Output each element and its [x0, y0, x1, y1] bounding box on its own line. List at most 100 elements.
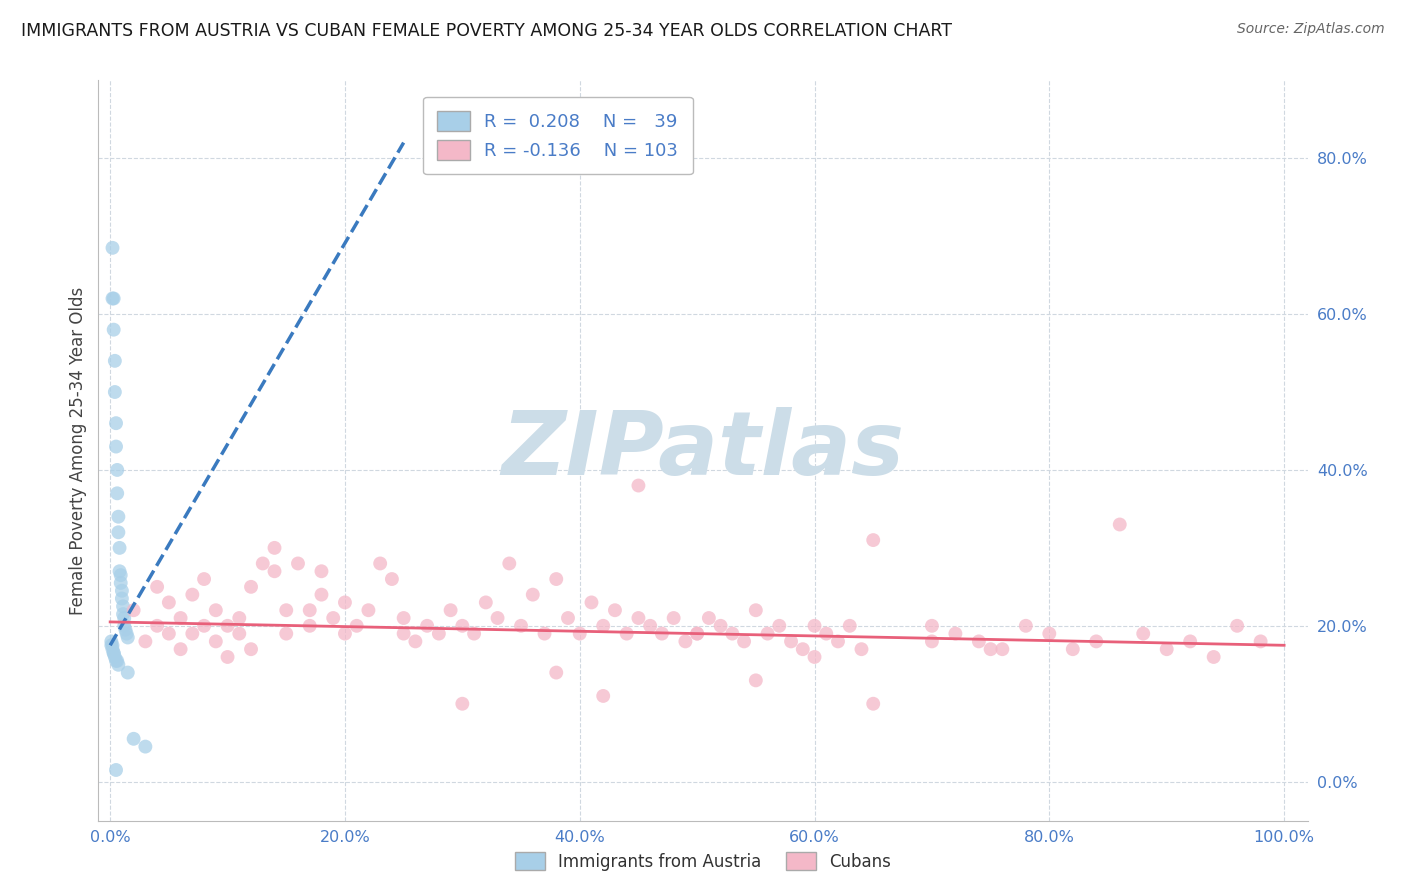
- Point: [104, 650, 127, 665]
- Point: [276, 603, 298, 617]
- Point: [475, 595, 498, 609]
- Point: [157, 626, 180, 640]
- Point: [346, 619, 368, 633]
- Point: [110, 576, 132, 591]
- Point: [105, 763, 128, 777]
- Point: [815, 626, 838, 640]
- Point: [357, 603, 380, 617]
- Point: [104, 384, 127, 399]
- Point: [287, 557, 309, 571]
- Point: [101, 292, 124, 306]
- Point: [592, 619, 614, 633]
- Point: [463, 626, 485, 640]
- Point: [204, 634, 226, 648]
- Point: [322, 611, 344, 625]
- Point: [368, 557, 391, 571]
- Point: [333, 626, 356, 640]
- Point: [146, 580, 169, 594]
- Point: [557, 611, 579, 625]
- Point: [100, 638, 122, 652]
- Point: [1226, 619, 1249, 633]
- Point: [451, 619, 474, 633]
- Point: [392, 626, 415, 640]
- Point: [733, 634, 755, 648]
- Point: [416, 619, 439, 633]
- Point: [115, 626, 138, 640]
- Point: [103, 646, 125, 660]
- Point: [967, 634, 990, 648]
- Point: [921, 634, 943, 648]
- Point: [592, 689, 614, 703]
- Point: [498, 557, 520, 571]
- Point: [991, 642, 1014, 657]
- Point: [240, 580, 263, 594]
- Point: [122, 603, 145, 617]
- Point: [1202, 650, 1225, 665]
- Point: [105, 654, 128, 668]
- Point: [838, 619, 860, 633]
- Point: [333, 595, 356, 609]
- Point: [108, 564, 131, 578]
- Point: [803, 619, 825, 633]
- Point: [101, 638, 124, 652]
- Point: [745, 673, 768, 688]
- Point: [546, 572, 568, 586]
- Point: [108, 541, 131, 555]
- Point: [792, 642, 814, 657]
- Point: [862, 533, 884, 547]
- Point: [105, 654, 128, 668]
- Point: [1132, 626, 1154, 640]
- Point: [921, 619, 943, 633]
- Text: ZIPatlas: ZIPatlas: [502, 407, 904, 494]
- Point: [627, 611, 650, 625]
- Point: [252, 557, 274, 571]
- Point: [117, 665, 139, 680]
- Point: [169, 611, 191, 625]
- Point: [392, 611, 415, 625]
- Point: [107, 525, 129, 540]
- Point: [404, 634, 426, 648]
- Point: [228, 626, 250, 640]
- Point: [673, 634, 696, 648]
- Point: [686, 626, 709, 640]
- Point: [217, 619, 239, 633]
- Point: [117, 631, 139, 645]
- Point: [546, 665, 568, 680]
- Point: [638, 619, 661, 633]
- Point: [112, 599, 135, 614]
- Point: [105, 440, 128, 454]
- Point: [103, 323, 125, 337]
- Point: [193, 619, 215, 633]
- Point: [980, 642, 1002, 657]
- Point: [101, 241, 124, 255]
- Y-axis label: Female Poverty Among 25-34 Year Olds: Female Poverty Among 25-34 Year Olds: [69, 286, 87, 615]
- Point: [756, 626, 779, 640]
- Text: Source: ZipAtlas.com: Source: ZipAtlas.com: [1237, 22, 1385, 37]
- Point: [768, 619, 790, 633]
- Point: [134, 634, 156, 648]
- Point: [103, 646, 125, 660]
- Point: [204, 603, 226, 617]
- Point: [112, 607, 135, 621]
- Point: [522, 588, 544, 602]
- Point: [100, 634, 122, 648]
- Point: [1180, 634, 1202, 648]
- Point: [662, 611, 685, 625]
- Point: [112, 611, 135, 625]
- Point: [311, 564, 333, 578]
- Point: [1085, 634, 1108, 648]
- Point: [1038, 626, 1060, 640]
- Point: [134, 739, 156, 754]
- Point: [105, 486, 128, 500]
- Point: [157, 595, 180, 609]
- Point: [827, 634, 849, 648]
- Point: [146, 619, 169, 633]
- Point: [780, 634, 803, 648]
- Point: [105, 416, 128, 430]
- Point: [1156, 642, 1178, 657]
- Point: [1062, 642, 1084, 657]
- Point: [217, 650, 239, 665]
- Point: [1250, 634, 1272, 648]
- Point: [114, 623, 136, 637]
- Point: [311, 588, 333, 602]
